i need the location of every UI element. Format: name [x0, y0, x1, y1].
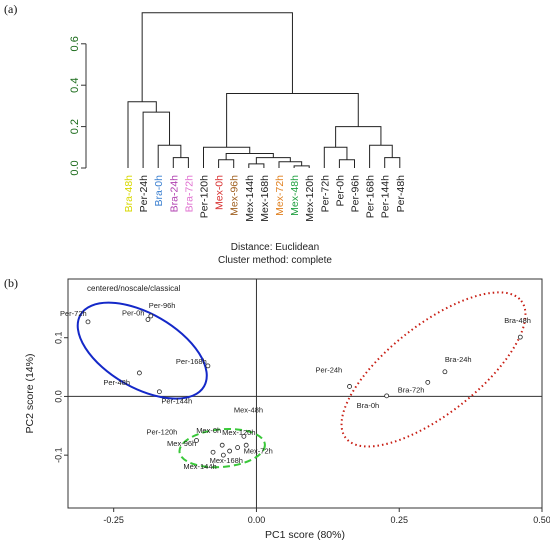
data-point — [384, 393, 390, 399]
dendrogram-branch — [369, 144, 393, 168]
pca-scatter-plot: -0.25 0.00 0.25 0.50 -0.1 0.0 0.1 PC1 score (80… — [24, 278, 550, 541]
dendrogram-branch — [248, 163, 265, 168]
dendrogram-y-tick-label: 0.4 — [69, 78, 81, 93]
dendrogram-leaf-label: Per-144h — [380, 175, 392, 218]
mex-cluster-ellipse — [178, 428, 266, 469]
panel-label-a: (a) — [4, 2, 18, 16]
data-point — [145, 317, 151, 322]
dendrogram-leaf-label: Per-120h — [199, 175, 211, 218]
plot-frame — [67, 278, 543, 509]
x-tick-label: -0.25 — [103, 515, 124, 525]
panel-label-b: (b) — [4, 276, 18, 290]
dendrogram-branch — [225, 153, 274, 160]
point-label: Per-120h — [146, 427, 177, 436]
data-point — [194, 438, 199, 443]
dendrogram-leaf-label: Bra-24h — [168, 175, 180, 213]
dendrogram-branch — [338, 159, 355, 168]
distance-label: Distance: Euclidean — [230, 242, 320, 253]
dendrogram-leaf-label: Mex-168h — [259, 175, 271, 222]
dendrogram-branch — [323, 146, 348, 168]
point-label: Bra-0h — [357, 401, 380, 410]
point-label: Mex-0h — [196, 426, 221, 435]
point-label: Mex-120h — [222, 428, 255, 437]
point-label: Mex-48h — [234, 405, 263, 414]
point-label: Mex-144h — [183, 462, 216, 471]
data-point — [517, 334, 523, 340]
dendrogram-y-tick-label: 0.2 — [69, 119, 81, 134]
point-label: Mex-96h — [167, 439, 196, 448]
point-label: Per-96h — [149, 301, 176, 310]
dendrogram-leaf-label: Bra-48h — [123, 175, 135, 213]
dendrogram-branch — [384, 157, 401, 168]
x-tick-label: 0.25 — [390, 515, 408, 525]
point-label: Per-72h — [60, 309, 87, 318]
dendrogram-branch — [255, 157, 291, 164]
data-point — [243, 442, 249, 448]
y-axis-label: PC2 score (14%) — [24, 354, 36, 434]
dendrogram-leaf-label: Mex-96h — [229, 175, 241, 216]
data-point — [347, 384, 352, 389]
x-axis-label: PC1 score (80%) — [265, 529, 345, 541]
per-cluster-ellipse — [76, 301, 208, 400]
dendrogram-leaf-label: Mex-72h — [274, 175, 286, 216]
data-point — [241, 433, 247, 439]
dendrogram-branch — [172, 157, 189, 168]
dendrogram-branch — [218, 159, 235, 168]
point-label: Bra-72h — [398, 385, 425, 394]
data-point — [227, 448, 233, 454]
data-point — [220, 452, 226, 458]
dendrogram-branch — [141, 12, 293, 102]
bra-cluster-ellipse — [340, 291, 527, 448]
dendrogram-y-tick-label: 0.0 — [69, 160, 81, 175]
dendrogram-branch — [226, 92, 359, 148]
dendrogram: 0.0 0.2 0.4 0.6 Bra-48h Per-24h Bra-0h Bra-24h B… — [69, 12, 407, 222]
dendrogram-leaf-label: Bra-0h — [153, 175, 165, 207]
dendrogram-branch — [335, 126, 382, 148]
data-point — [235, 445, 241, 450]
dendrogram-branch — [142, 111, 171, 168]
y-tick-label: 0.0 — [53, 390, 63, 403]
data-point — [148, 313, 154, 319]
dendrogram-leaf-label: Per-48h — [395, 175, 407, 213]
point-label: Bra-48h — [504, 316, 531, 325]
dendrogram-leaf-label: Per-168h — [365, 175, 377, 218]
data-point — [85, 319, 91, 325]
dendrogram-leaf-label: Mex-48h — [289, 175, 301, 216]
point-label: Per-48h — [103, 378, 130, 387]
point-label: Bra-24h — [445, 355, 472, 364]
data-point — [156, 389, 162, 395]
dendrogram-branch — [293, 165, 310, 168]
plot-subtitle: centered/noscale/classical — [87, 284, 181, 293]
data-point — [425, 379, 431, 385]
point-label: Per-0h — [122, 309, 145, 318]
dendrogram-branch — [278, 161, 303, 168]
dendrogram-y-tick-label: 0.6 — [69, 36, 81, 51]
dendrogram-branch — [157, 144, 182, 168]
data-point — [205, 363, 211, 369]
x-tick-label: 0.50 — [533, 515, 550, 525]
data-point — [442, 369, 448, 375]
dendrogram-leaf-label: Per-96h — [350, 175, 362, 213]
dendrogram-leaf-label: Mex-0h — [214, 175, 226, 210]
data-point — [136, 370, 142, 376]
dendrogram-leaf-label: Mex-120h — [304, 175, 316, 222]
dendrogram-leaf-label: Per-24h — [138, 175, 150, 213]
point-label: Mex-168h — [210, 456, 243, 465]
dendrogram-leaf-label: Mex-144h — [244, 175, 256, 222]
y-tick-label: 0.1 — [53, 331, 63, 344]
y-tick-label: -0.1 — [53, 447, 63, 463]
data-point — [210, 449, 216, 455]
x-tick-label: 0.00 — [248, 515, 266, 525]
point-label: Mex-72h — [244, 447, 273, 456]
point-label: Per-144h — [161, 397, 192, 406]
cluster-method-label: Cluster method: complete — [218, 255, 332, 266]
dendrogram-leaf-label: Per-0h — [334, 175, 346, 207]
data-point — [219, 442, 225, 448]
dendrogram-leaf-label: Bra-72h — [183, 175, 195, 213]
dendrogram-leaf-label: Per-72h — [319, 175, 331, 213]
point-label: Per-168h — [176, 357, 207, 366]
point-label: Per-24h — [316, 365, 343, 374]
